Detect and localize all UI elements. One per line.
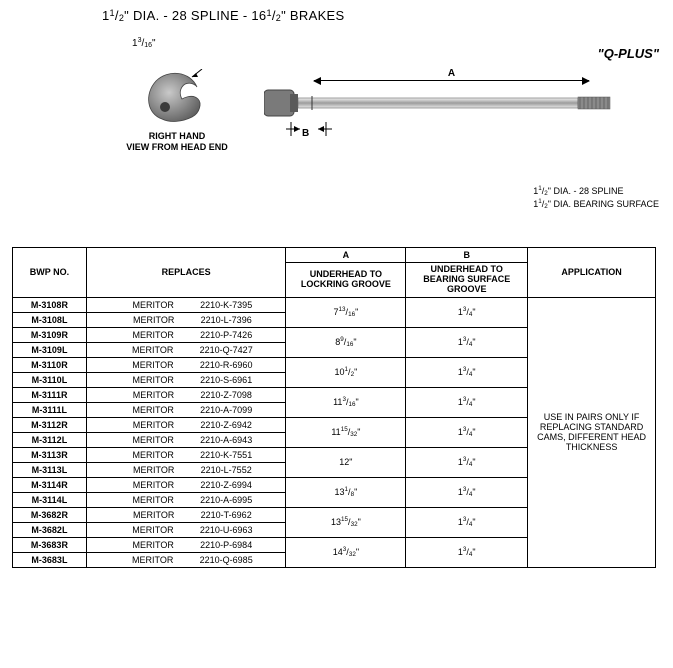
cell-bwp: M-3110R <box>13 357 87 372</box>
cell-dim-b: 13/4" <box>406 507 528 537</box>
cell-replaces: MERITOR2210-A-7099 <box>86 402 286 417</box>
th-bwp: BWP NO. <box>13 248 87 298</box>
cell-dim-b: 13/4" <box>406 537 528 567</box>
head-caption-2: VIEW FROM HEAD END <box>126 142 228 152</box>
cell-replaces: MERITOR2210-T-6962 <box>86 507 286 522</box>
cell-replaces: MERITOR2210-Q-7427 <box>86 342 286 357</box>
th-a-sub: UNDERHEAD TO LOCKRING GROOVE <box>286 263 406 298</box>
cell-replaces: MERITOR2210-U-6963 <box>86 522 286 537</box>
dia-notes: 11/2" DIA. - 28 SPLINE 11/2" DIA. BEARIN… <box>533 185 659 211</box>
cell-bwp: M-3114L <box>13 492 87 507</box>
parts-table: BWP NO. REPLACES A B APPLICATION UNDERHE… <box>12 247 656 568</box>
cell-bwp: M-3108L <box>13 312 87 327</box>
cell-dim-b: 13/4" <box>406 477 528 507</box>
cell-bwp: M-3113R <box>13 447 87 462</box>
cell-bwp: M-3114R <box>13 477 87 492</box>
cell-replaces: MERITOR2210-Q-6985 <box>86 552 286 567</box>
cell-replaces: MERITOR2210-A-6995 <box>86 492 286 507</box>
cell-dim-a: 143/32" <box>286 537 406 567</box>
cell-bwp: M-3109L <box>13 342 87 357</box>
head-dimension: 13/16" <box>132 37 156 49</box>
cell-dim-b: 13/4" <box>406 327 528 357</box>
cell-bwp: M-3110L <box>13 372 87 387</box>
dimension-a-label: A <box>314 68 589 79</box>
th-a: A <box>286 248 406 263</box>
cell-replaces: MERITOR2210-A-6943 <box>86 432 286 447</box>
cell-replaces: MERITOR2210-P-7426 <box>86 327 286 342</box>
th-b-sub: UNDERHEAD TO BEARING SURFACE GROOVE <box>406 263 528 298</box>
head-caption-1: RIGHT HAND <box>149 131 206 141</box>
dimension-b-label: B <box>302 128 309 139</box>
cell-replaces: MERITOR2210-P-6984 <box>86 537 286 552</box>
cell-bwp: M-3111L <box>13 402 87 417</box>
page-title: 11/2" DIA. - 28 SPLINE - 161/2" BRAKES <box>102 8 661 23</box>
table-row: M-3108RMERITOR2210-K-7395713/16"13/4"USE… <box>13 297 656 312</box>
cell-replaces: MERITOR2210-S-6961 <box>86 372 286 387</box>
cell-bwp: M-3682L <box>13 522 87 537</box>
cell-replaces: MERITOR2210-Z-6994 <box>86 477 286 492</box>
cell-dim-b: 13/4" <box>406 297 528 327</box>
cell-replaces: MERITOR2210-Z-7098 <box>86 387 286 402</box>
cell-dim-a: 1115/32" <box>286 417 406 447</box>
cell-replaces: MERITOR2210-R-6960 <box>86 357 286 372</box>
cell-replaces: MERITOR2210-Z-6942 <box>86 417 286 432</box>
dimension-a-line <box>314 80 589 81</box>
cell-dim-b: 13/4" <box>406 357 528 387</box>
cell-bwp: M-3112R <box>13 417 87 432</box>
cam-head-icon <box>142 69 212 124</box>
cell-dim-b: 13/4" <box>406 387 528 417</box>
cell-replaces: MERITOR2210-K-7551 <box>86 447 286 462</box>
cell-bwp: M-3112L <box>13 432 87 447</box>
th-replaces: REPLACES <box>86 248 286 298</box>
diagram-area: 13/16" RIGHT HAND VIEW FROM HEAD END A <box>12 29 661 189</box>
cell-dim-a: 1315/32" <box>286 507 406 537</box>
cell-bwp: M-3682R <box>13 507 87 522</box>
cell-bwp: M-3109R <box>13 327 87 342</box>
shaft-icon <box>264 86 614 120</box>
cell-dim-a: 131/8" <box>286 477 406 507</box>
cell-bwp: M-3113L <box>13 462 87 477</box>
cell-replaces: MERITOR2210-L-7552 <box>86 462 286 477</box>
cell-bwp: M-3111R <box>13 387 87 402</box>
cell-replaces: MERITOR2210-K-7395 <box>86 297 286 312</box>
cell-application: USE IN PAIRS ONLY IF REPLACING STANDARD … <box>528 297 656 567</box>
cell-replaces: MERITOR2210-L-7396 <box>86 312 286 327</box>
cell-dim-a: 89/16" <box>286 327 406 357</box>
th-app: APPLICATION <box>528 248 656 298</box>
cell-bwp: M-3108R <box>13 297 87 312</box>
cell-bwp: M-3683L <box>13 552 87 567</box>
cell-dim-a: 101/2" <box>286 357 406 387</box>
cell-dim-b: 13/4" <box>406 417 528 447</box>
cell-dim-b: 13/4" <box>406 447 528 477</box>
cell-dim-a: 113/16" <box>286 387 406 417</box>
cell-bwp: M-3683R <box>13 537 87 552</box>
cell-dim-a: 713/16" <box>286 297 406 327</box>
cell-dim-a: 12" <box>286 447 406 477</box>
th-b: B <box>406 248 528 263</box>
